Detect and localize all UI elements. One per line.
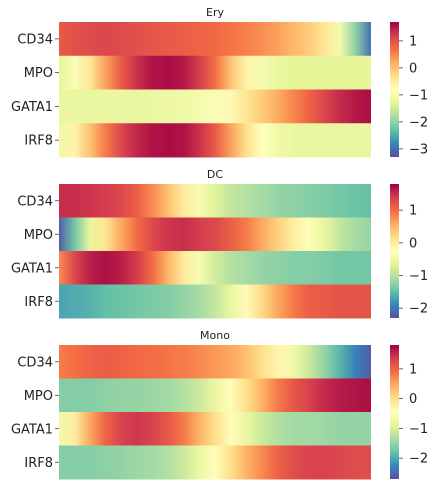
heatmap-row-cd34 <box>59 184 371 218</box>
heatmap-panel-dc: DC CD34 MPO GATA1 IRF8 1 0 −1 −2 <box>11 168 428 319</box>
row-label: MPO <box>24 66 53 81</box>
row-label: CD34 <box>17 355 53 370</box>
row-label: GATA1 <box>11 422 53 437</box>
panel-title: Mono <box>200 329 230 342</box>
heatmap-panel-mono: Mono CD34 MPO GATA1 IRF8 1 0 −1 −2 <box>11 329 428 480</box>
colorbar <box>390 184 399 318</box>
colorbar-tick-label: 0 <box>409 392 417 407</box>
colorbar-tick-label: 0 <box>409 236 417 251</box>
heatmap-row-mpo <box>59 217 371 252</box>
heatmap-row-gata1 <box>59 89 371 124</box>
row-label: GATA1 <box>11 261 53 276</box>
row-label: CD34 <box>17 32 53 47</box>
colorbar-tick-label: 1 <box>409 34 417 49</box>
row-label: MPO <box>24 389 53 404</box>
heatmap-row-irf8 <box>59 445 371 480</box>
row-label: IRF8 <box>24 134 53 149</box>
heatmap-row-cd34 <box>59 345 371 379</box>
colorbar-tick-label: −1 <box>409 422 428 437</box>
colorbar-tick-label: −1 <box>409 88 428 103</box>
heatmap-row-irf8 <box>59 284 371 319</box>
panel-title: Ery <box>206 6 224 19</box>
colorbar-tick-label: 1 <box>409 204 417 219</box>
heatmap-row-cd34 <box>59 22 371 57</box>
heatmap-row-gata1 <box>59 251 371 285</box>
heatmap-row-irf8 <box>59 123 371 158</box>
row-label: CD34 <box>17 194 53 209</box>
row-label: IRF8 <box>24 295 53 310</box>
colorbar-tick-label: −2 <box>409 302 428 317</box>
colorbar-tick-label: −1 <box>409 269 428 284</box>
colorbar-tick-label: −2 <box>409 115 428 130</box>
heatmap-panel-ery: Ery CD34 MPO GATA1 IRF8 1 0 −1 −2 −3 <box>11 6 428 158</box>
row-label: MPO <box>24 228 53 243</box>
heatmap-row-mpo <box>59 55 371 90</box>
heatmap-row-gata1 <box>59 412 371 446</box>
colorbar-tick-label: 1 <box>409 362 417 377</box>
colorbar-tick-label: −2 <box>409 452 428 467</box>
panel-title: DC <box>207 168 223 181</box>
heatmap-row-mpo <box>59 378 371 413</box>
colorbar-tick-label: 0 <box>409 61 417 76</box>
row-label: GATA1 <box>11 100 53 115</box>
colorbar <box>390 22 399 157</box>
colorbar-tick-label: −3 <box>409 142 428 157</box>
colorbar <box>390 345 399 479</box>
row-label: IRF8 <box>24 456 53 471</box>
